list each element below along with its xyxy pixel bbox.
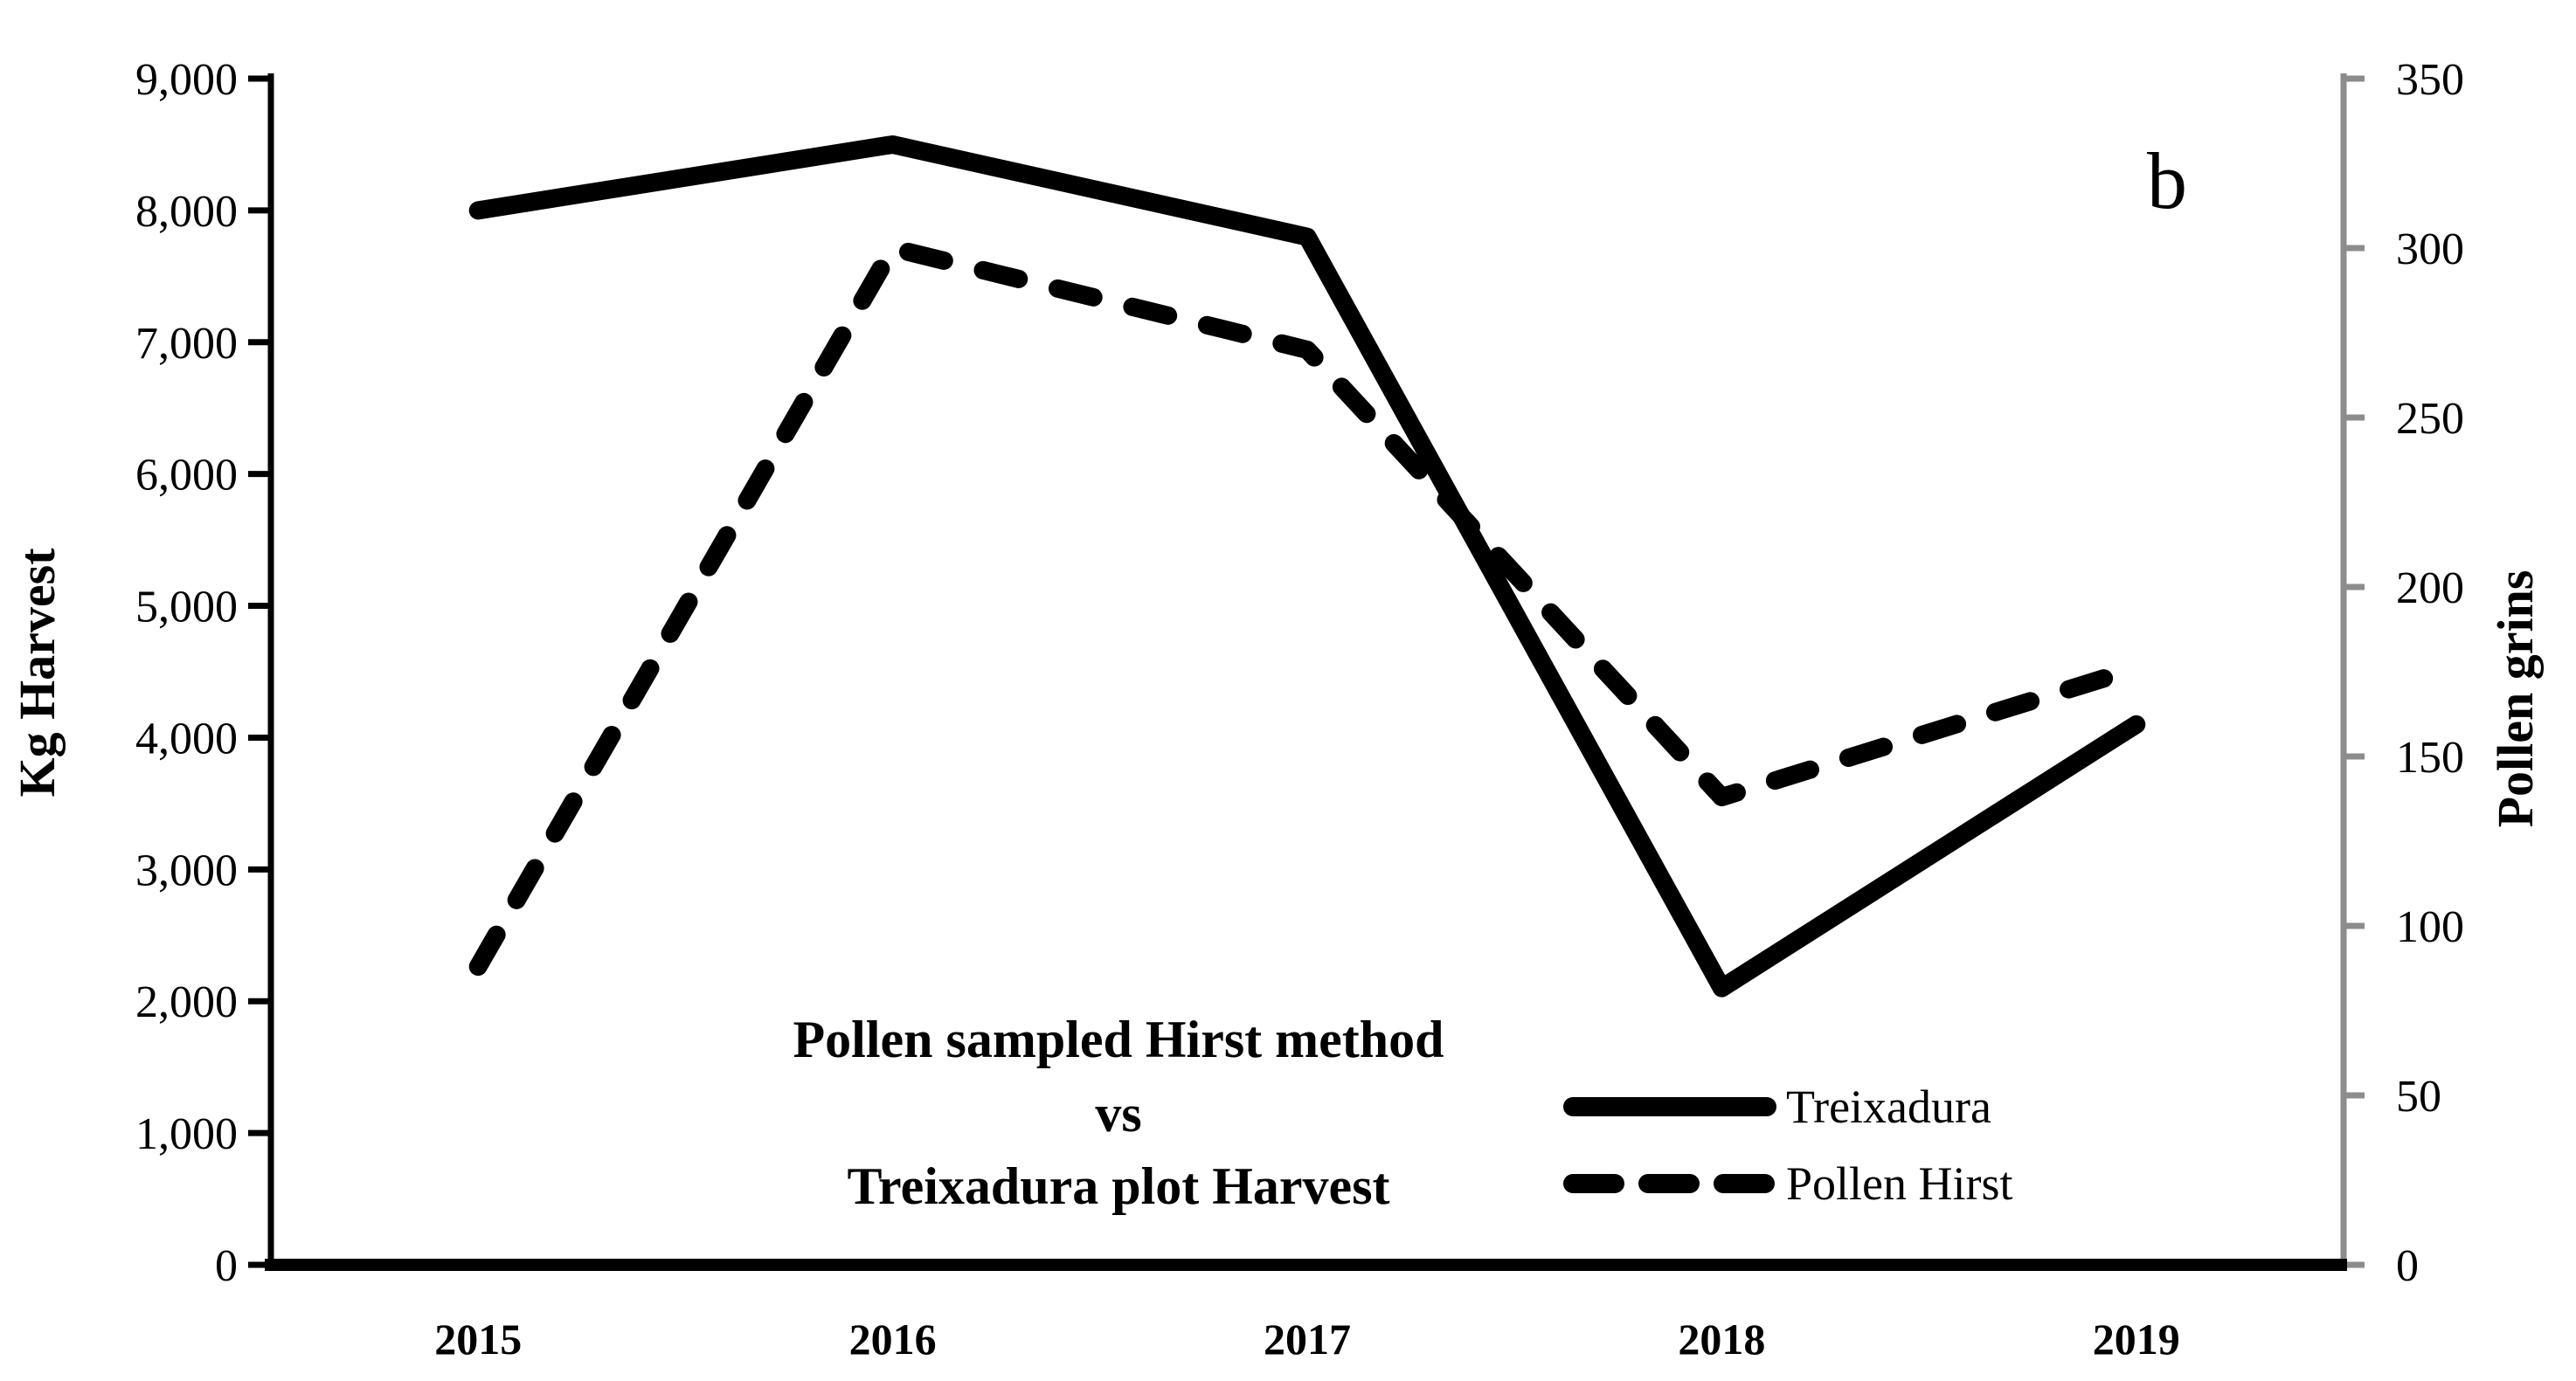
chart-title-line-1: Pollen sampled Hirst method xyxy=(793,1011,1444,1068)
left-y-axis-title: Kg Harvest xyxy=(9,548,66,798)
left-axis-tick-label: 9,000 xyxy=(135,55,238,105)
left-axis-tick-label: 3,000 xyxy=(135,846,238,895)
left-axis-tick-label: 1,000 xyxy=(135,1109,238,1159)
legend: Treixadura Pollen Hirst xyxy=(1563,1081,2013,1210)
left-axis-tick-label: 2,000 xyxy=(135,977,238,1027)
x-axis-label-2019: 2019 xyxy=(2093,1315,2180,1364)
chart-title-line-3: Treixadura plot Harvest xyxy=(847,1157,1389,1215)
data-series xyxy=(468,135,2146,998)
right-axis-tick-label: 300 xyxy=(2396,224,2464,274)
x-axis-label-2018: 2018 xyxy=(1678,1315,1765,1364)
right-axis-ticks: 0 50 100 150 200 250 300 350 xyxy=(2344,55,2464,1291)
x-axis-label-2015: 2015 xyxy=(434,1315,522,1364)
right-axis-tick-label: 250 xyxy=(2396,394,2464,444)
right-axis-tick-label: 350 xyxy=(2396,55,2464,105)
series-line-pollen-hirst xyxy=(468,238,2146,977)
chart-title-line-2: vs xyxy=(1095,1085,1141,1143)
x-axis-labels: 2015 2016 2017 2018 2019 xyxy=(434,1315,2180,1364)
left-axis-tick-label: 5,000 xyxy=(135,583,238,632)
right-axis-tick-label: 200 xyxy=(2396,563,2464,613)
left-axis-ticks: 0 1,000 2,000 3,000 4,000 5,000 6,000 7,000 8,00… xyxy=(135,55,271,1291)
x-axis-label-2017: 2017 xyxy=(1264,1315,1351,1364)
series-line-treixadura xyxy=(468,135,2146,998)
right-axis-tick-label: 50 xyxy=(2396,1072,2441,1122)
left-axis-tick-label: 8,000 xyxy=(135,187,238,237)
left-axis-tick-label: 7,000 xyxy=(135,319,238,369)
legend-treixadura-label: Treixadura xyxy=(1786,1081,1991,1133)
legend-pollen-hirst-label: Pollen Hirst xyxy=(1786,1157,2013,1210)
right-y-axis-title: Pollen grins xyxy=(2487,570,2544,828)
panel-letter-label: b xyxy=(2147,136,2187,225)
x-axis-label-2016: 2016 xyxy=(849,1315,937,1364)
left-axis-tick-label: 6,000 xyxy=(135,451,238,501)
right-axis-tick-label: 0 xyxy=(2396,1241,2419,1291)
right-axis-tick-label: 150 xyxy=(2396,733,2464,783)
left-axis-tick-label: 4,000 xyxy=(135,714,238,763)
right-axis-tick-label: 100 xyxy=(2396,902,2464,952)
left-axis-tick-label: 0 xyxy=(215,1241,238,1291)
